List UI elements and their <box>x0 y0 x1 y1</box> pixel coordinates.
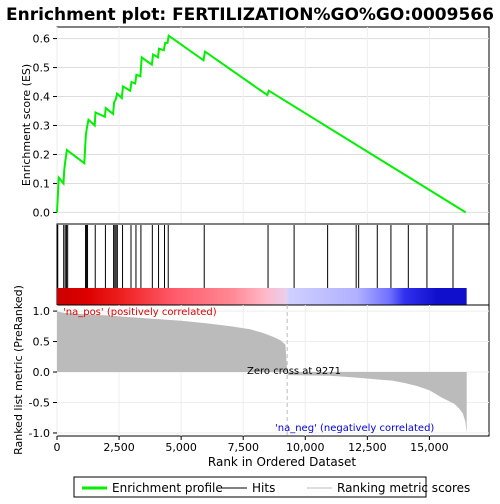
x-tick-label: 5,000 <box>165 441 197 454</box>
es-gridlines <box>56 27 489 224</box>
es-y-tick-label: 0.2 <box>33 148 51 161</box>
legend-box <box>73 476 427 498</box>
metric-y-tick-label: 1.0 <box>33 305 51 318</box>
es-y-tick-label: 0.6 <box>33 33 51 46</box>
es-y-tick-label: 0.0 <box>33 206 51 219</box>
es-y-tick-label: 0.4 <box>33 91 51 104</box>
legend-label: Hits <box>252 481 275 495</box>
es-y-axis-ticks: 0.0 0.1 0.2 0.3 0.4 0.5 0.6 <box>33 33 57 219</box>
zero-cross-label: Zero cross at 9271 <box>247 366 341 377</box>
enrichment-profile-line <box>56 33 467 214</box>
legend-label: Ranking metric scores <box>337 481 470 495</box>
negative-correlation-label: 'na_neg' (negatively correlated) <box>275 423 434 434</box>
rank-color-bar <box>57 288 467 305</box>
metric-y-tick-label: 0.5 <box>33 336 51 349</box>
ranking-metric-area <box>57 311 467 433</box>
x-tick-label: 12,500 <box>348 441 387 454</box>
es-y-tick-label: 0.5 <box>33 62 51 75</box>
metric-y-axis-ticks: 1.0 0.5 0.0 -0.5 -1.0 <box>29 305 57 440</box>
chart-title: Enrichment plot: FERTILIZATION%GO%GO:000… <box>6 5 494 25</box>
es-y-tick-label: 0.1 <box>33 177 51 190</box>
metric-y-tick-label: -1.0 <box>29 427 50 440</box>
x-axis-label: Rank in Ordered Dataset <box>208 455 356 469</box>
legend: Enrichment profile Hits Ranking metric sco… <box>82 481 470 495</box>
x-tick-label: 7,500 <box>227 441 259 454</box>
x-tick-label: 15,000 <box>410 441 449 454</box>
metric-y-tick-label: -0.5 <box>29 396 50 409</box>
metric-x-axis-ticks: 0 2,500 5,000 7,500 10,000 12,500 15,000 <box>54 436 449 454</box>
x-tick-label: 0 <box>54 441 61 454</box>
metric-y-tick-label: 0.0 <box>33 366 51 379</box>
x-tick-label: 2,500 <box>103 441 135 454</box>
metric-y-axis-label: Ranked list metric (PreRanked) <box>12 285 25 455</box>
es-y-tick-label: 0.3 <box>33 120 51 133</box>
positive-correlation-label: 'na_pos' (positively correlated) <box>63 307 217 318</box>
hit-markers <box>57 225 454 288</box>
x-tick-label: 10,000 <box>286 441 325 454</box>
legend-label: Enrichment profile <box>112 481 223 495</box>
es-y-axis-label: Enrichment score (ES) <box>20 64 33 186</box>
